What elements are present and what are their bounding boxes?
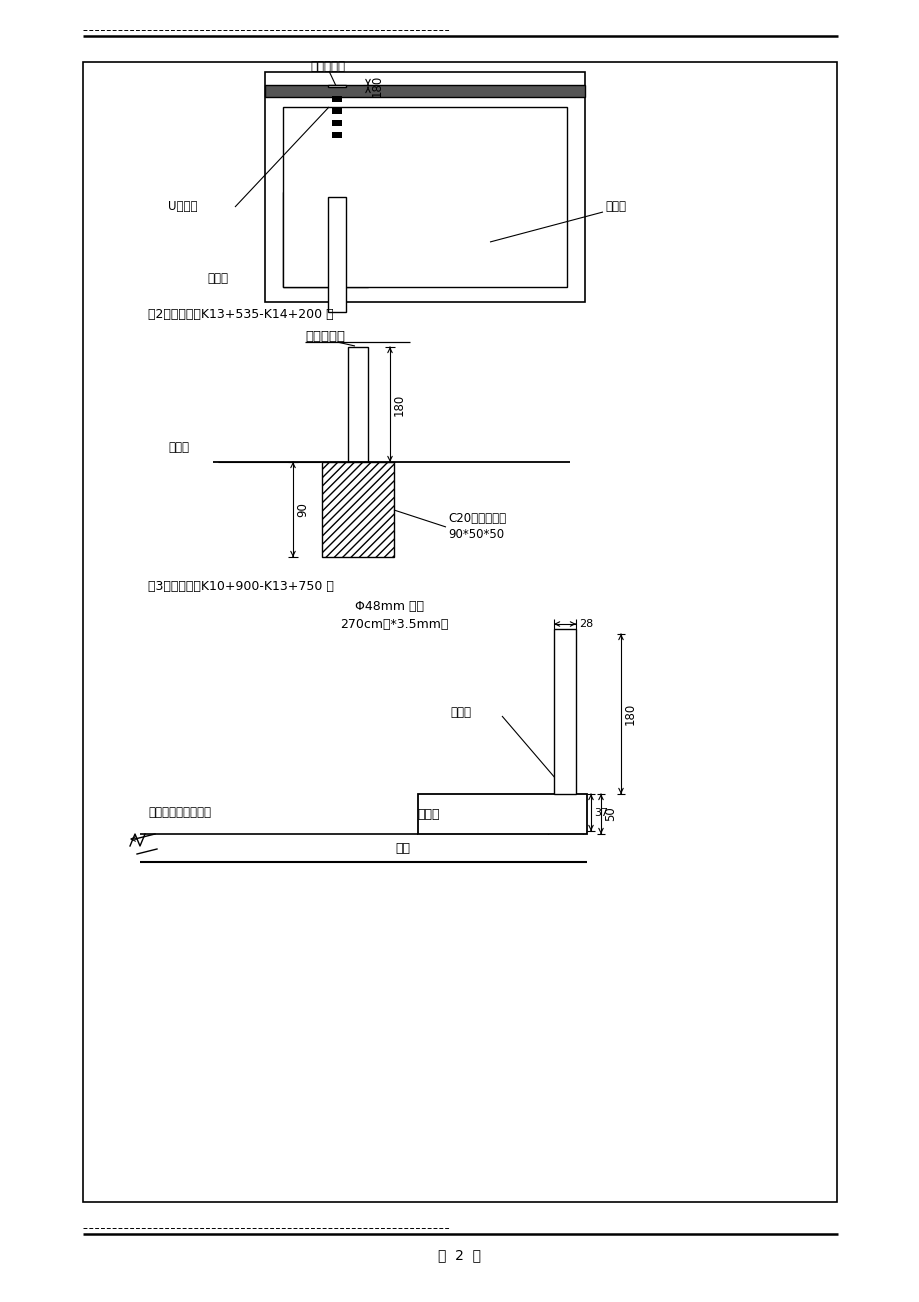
Text: 地面线: 地面线	[168, 441, 188, 454]
Text: 270cm高*3.5mm厚: 270cm高*3.5mm厚	[340, 617, 448, 630]
Text: C20混凝土基础: C20混凝土基础	[448, 513, 505, 526]
Text: 第  2  页: 第 2 页	[438, 1249, 481, 1262]
Text: 37: 37	[594, 807, 607, 818]
Text: 土基: 土基	[395, 842, 410, 855]
Bar	[322, 462, 393, 557]
Text: Φ48mm 锂管: Φ48mm 锂管	[355, 600, 424, 613]
Bar	[265, 72, 584, 302]
Bar	[347, 348, 368, 462]
Bar	[332, 120, 342, 126]
Text: 通站公路混凝土路面: 通站公路混凝土路面	[148, 806, 210, 819]
Bar	[328, 85, 346, 87]
Bar	[332, 132, 342, 138]
Text: 引水渠: 引水渠	[207, 272, 228, 285]
Text: 90: 90	[296, 503, 309, 517]
Bar	[83, 62, 836, 1202]
Bar	[417, 794, 586, 835]
Text: 180: 180	[370, 76, 383, 98]
Text: 电缆槽: 电缆槽	[605, 201, 625, 214]
Bar	[553, 629, 575, 794]
Bar	[328, 87, 346, 197]
Text: U型扣件: U型扣件	[168, 201, 198, 214]
Text: 180: 180	[623, 703, 636, 725]
Text: 硬路肩: 硬路肩	[417, 807, 440, 820]
Bar	[283, 191, 368, 286]
Text: （3）线路右侧K10+900-K13+750 段: （3）线路右侧K10+900-K13+750 段	[148, 579, 334, 592]
Text: 混凝土立柱: 混凝土立柱	[310, 60, 345, 73]
Text: 90*50*50: 90*50*50	[448, 529, 504, 542]
Bar	[332, 96, 342, 102]
Bar	[332, 108, 342, 115]
Text: 50: 50	[604, 807, 617, 822]
Bar	[283, 107, 566, 286]
Text: 混凝土立柱: 混凝土立柱	[305, 331, 345, 344]
Bar	[328, 197, 346, 312]
Text: 180: 180	[392, 393, 405, 415]
Text: （2）线路左侧K13+535-K14+200 段: （2）线路左侧K13+535-K14+200 段	[148, 307, 334, 320]
Text: 钒轨桩: 钒轨桩	[449, 706, 471, 719]
Bar	[265, 85, 584, 98]
Text: 28: 28	[578, 618, 593, 629]
